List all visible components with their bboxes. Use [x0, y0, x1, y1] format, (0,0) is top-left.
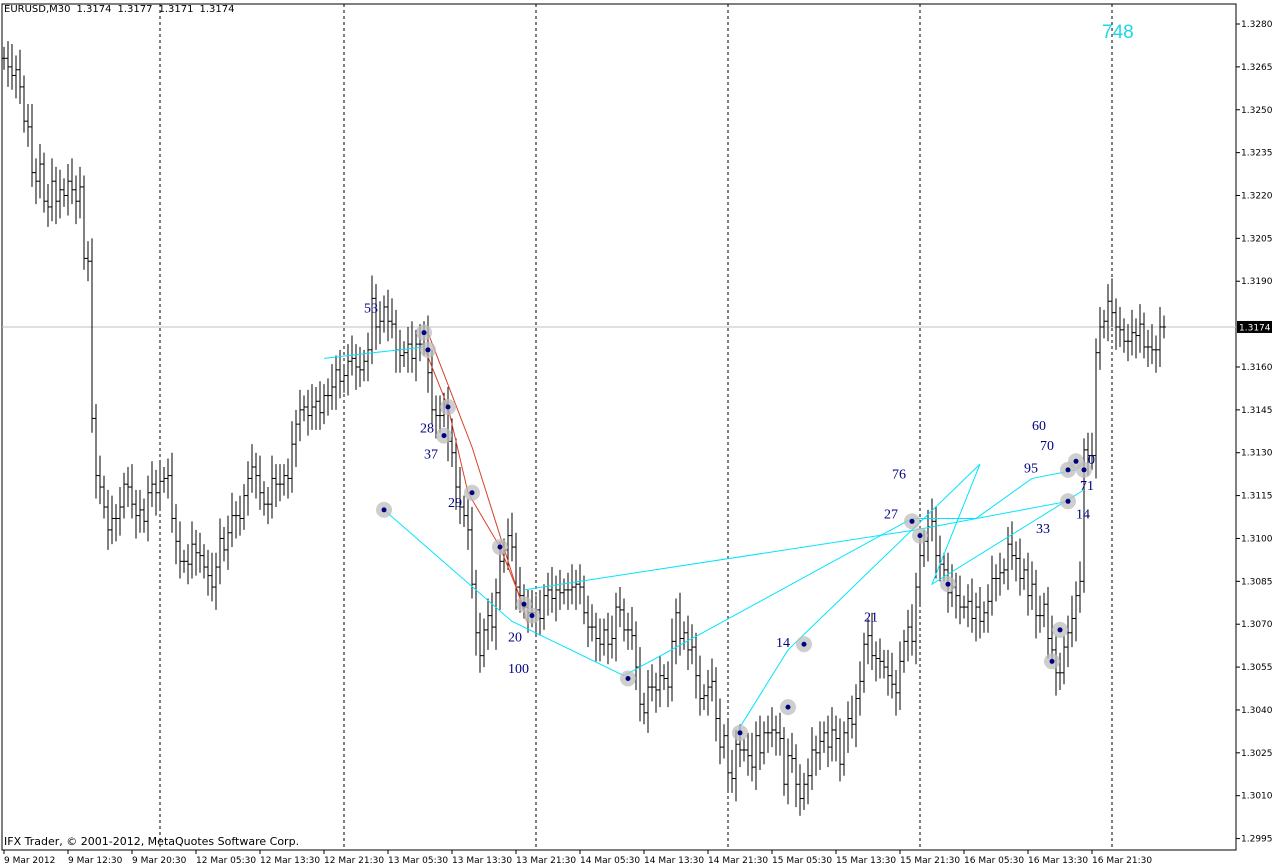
- y-tick-label: 1.3130: [1241, 449, 1273, 459]
- x-tick-label: 15 Mar 13:30: [836, 856, 896, 866]
- pattern-point-marker: [625, 676, 631, 682]
- pattern-point-marker: [497, 544, 503, 550]
- cyan-pattern-line: [323, 346, 425, 359]
- pattern-label: 14: [1076, 507, 1090, 522]
- session-separators: [159, 4, 1113, 850]
- y-tick-label: 1.3190: [1241, 277, 1273, 287]
- y-axis: 1.3280 1.3265 1.3250 1.3235 1.3220 1.3205 1.31…: [1236, 20, 1273, 845]
- pattern-point-marker: [469, 490, 475, 496]
- cyan-pattern-line: [739, 463, 1085, 728]
- x-tick-label: 12 Mar 21:30: [324, 856, 384, 866]
- x-axis: 9 Mar 2012 9 Mar 12:30 9 Mar 20:30 12 Mar 0…: [3, 850, 1152, 866]
- pattern-point-marker: [1057, 627, 1063, 633]
- pattern-point-marker: [785, 704, 791, 710]
- pattern-label: 53: [364, 302, 378, 317]
- x-tick-label: 9 Mar 2012: [4, 856, 55, 866]
- y-tick-label: 1.3205: [1241, 234, 1273, 244]
- x-tick-label: 13 Mar 13:30: [452, 856, 512, 866]
- pattern-point-marker: [425, 347, 431, 353]
- pattern-label: 29: [448, 496, 462, 511]
- plot-frame: [1, 3, 1237, 851]
- y-tick-label: 1.3025: [1241, 749, 1273, 759]
- pattern-point-marker: [1049, 658, 1055, 664]
- pattern-point-marker: [917, 533, 923, 539]
- pattern-label: 28: [420, 422, 434, 437]
- x-tick-label: 15 Mar 05:30: [772, 856, 832, 866]
- current-price-label: 1.3174: [1239, 323, 1271, 333]
- y-tick-label: 1.3040: [1241, 706, 1273, 716]
- y-tick-label: 1.3115: [1241, 492, 1273, 502]
- pattern-label: 60: [1032, 419, 1046, 434]
- y-tick-label: 1.2995: [1241, 835, 1273, 845]
- pattern-point-marker: [945, 581, 951, 587]
- y-tick-label: 1.3010: [1241, 792, 1273, 802]
- plot-background: [1, 3, 1237, 851]
- pattern-label: 21: [864, 610, 878, 625]
- y-tick-label: 1.3100: [1241, 534, 1273, 544]
- pattern-point-marker: [421, 330, 427, 336]
- y-tick-label: 1.3220: [1241, 191, 1273, 201]
- pattern-label: 76: [892, 467, 906, 482]
- pattern-labels: 53 28 37 29 20 100 14 21 27 76 95 60 70 33 0 71 14: [364, 302, 1095, 677]
- y-tick-label: 1.3235: [1241, 149, 1273, 159]
- copyright-footer: IFX Trader, © 2001-2012, MetaQuotes Soft…: [4, 835, 300, 848]
- pattern-point-marker: [801, 641, 807, 647]
- pattern-counter: 748: [1102, 22, 1134, 43]
- current-price-box: [1237, 320, 1272, 333]
- pattern-label: 20: [508, 630, 522, 645]
- pattern-points: [376, 324, 1092, 741]
- pattern-point-marker: [445, 404, 451, 410]
- open-value: 1.3174: [76, 4, 112, 15]
- y-tick-label: 1.3160: [1241, 363, 1273, 373]
- x-tick-label: 15 Mar 21:30: [900, 856, 960, 866]
- y-tick-label: 1.3250: [1241, 106, 1273, 116]
- pattern-label: 33: [1036, 522, 1050, 537]
- x-tick-label: 14 Mar 05:30: [580, 856, 640, 866]
- pattern-point-marker: [1065, 467, 1071, 473]
- pattern-label: 37: [424, 447, 438, 462]
- pattern-point-marker: [737, 730, 743, 736]
- pattern-label: 95: [1024, 462, 1038, 477]
- y-tick-label: 1.3070: [1241, 620, 1273, 630]
- pattern-point-marker: [529, 613, 535, 619]
- x-tick-label: 13 Mar 21:30: [516, 856, 576, 866]
- close-value: 1.3174: [199, 4, 235, 15]
- y-tick-label: 1.3145: [1241, 406, 1273, 416]
- red-pattern-line: [427, 332, 529, 625]
- pattern-label: 27: [884, 507, 898, 522]
- x-tick-label: 14 Mar 13:30: [644, 856, 704, 866]
- pattern-point-marker: [441, 433, 447, 439]
- x-tick-label: 16 Mar 05:30: [964, 856, 1024, 866]
- x-tick-label: 14 Mar 21:30: [708, 856, 768, 866]
- y-tick-label: 1.3055: [1241, 663, 1273, 673]
- low-value: 1.3171: [158, 4, 194, 15]
- high-value: 1.3177: [117, 4, 153, 15]
- y-tick-label: 1.3265: [1241, 63, 1273, 73]
- pattern-point-marker: [521, 601, 527, 607]
- pattern-label: 0: [1088, 453, 1095, 468]
- x-tick-label: 12 Mar 13:30: [260, 856, 320, 866]
- y-tick-label: 1.3085: [1241, 577, 1273, 587]
- x-tick-label: 16 Mar 13:30: [1028, 856, 1088, 866]
- pattern-point-marker: [381, 507, 387, 513]
- pattern-point-marker: [1065, 498, 1071, 504]
- x-tick-label: 13 Mar 05:30: [388, 856, 448, 866]
- pattern-label: 100: [508, 662, 529, 677]
- x-tick-label: 16 Mar 21:30: [1092, 856, 1152, 866]
- x-tick-label: 9 Mar 20:30: [132, 856, 187, 866]
- pattern-label: 70: [1040, 439, 1054, 454]
- price-bars: [2, 41, 1166, 816]
- pattern-point-marker: [1073, 458, 1079, 464]
- pattern-label: 71: [1080, 479, 1094, 494]
- symbol-label: EURUSD,M30: [4, 4, 71, 15]
- x-tick-label: 9 Mar 12:30: [68, 856, 123, 866]
- y-tick-label: 1.3280: [1241, 20, 1273, 30]
- pattern-point-marker: [909, 518, 915, 524]
- x-tick-label: 12 Mar 05:30: [196, 856, 256, 866]
- pattern-point-marker: [1081, 467, 1087, 473]
- chart-header: EURUSD,M30 1.3174 1.3177 1.3171 1.3174: [4, 4, 240, 15]
- pattern-label: 14: [776, 636, 790, 651]
